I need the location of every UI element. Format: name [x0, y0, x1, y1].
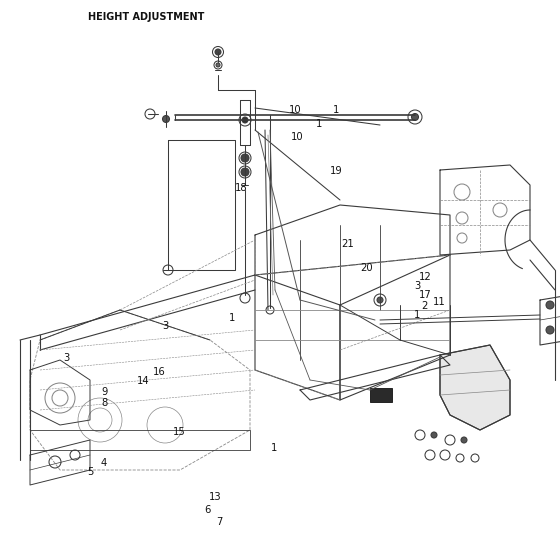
Text: 5: 5 [87, 466, 94, 477]
Circle shape [215, 49, 221, 55]
Circle shape [216, 63, 220, 67]
Circle shape [412, 114, 418, 120]
Text: HEIGHT ADJUSTMENT: HEIGHT ADJUSTMENT [88, 12, 204, 22]
Circle shape [241, 154, 249, 162]
Circle shape [431, 432, 437, 438]
Circle shape [546, 301, 554, 309]
Circle shape [162, 115, 170, 123]
Circle shape [546, 326, 554, 334]
Bar [370, 388, 392, 402]
Circle shape [377, 297, 383, 303]
Text: 3: 3 [63, 353, 69, 363]
Text: 11: 11 [433, 297, 446, 307]
Text: 1: 1 [333, 105, 339, 115]
Text: 3: 3 [414, 281, 421, 291]
Text: 10: 10 [290, 105, 302, 115]
Circle shape [461, 437, 467, 443]
Text: 20: 20 [361, 263, 373, 273]
Circle shape [242, 117, 248, 123]
Text: 19: 19 [330, 166, 342, 176]
Text: 1: 1 [316, 119, 323, 129]
Text: 14: 14 [137, 376, 149, 386]
Text: 1: 1 [271, 443, 278, 453]
Text: 4: 4 [100, 458, 107, 468]
Text: 10: 10 [291, 132, 303, 142]
Text: 18: 18 [235, 183, 247, 193]
Text: 16: 16 [153, 367, 166, 377]
Text: 1: 1 [229, 312, 236, 323]
Text: 9: 9 [101, 387, 108, 397]
Text: 3: 3 [162, 321, 169, 331]
Polygon shape [440, 345, 510, 430]
Text: 1: 1 [414, 310, 421, 320]
Text: 8: 8 [101, 398, 108, 408]
Circle shape [241, 168, 249, 176]
Text: 12: 12 [419, 272, 432, 282]
Text: 15: 15 [173, 427, 185, 437]
Text: 7: 7 [216, 517, 223, 528]
Text: 6: 6 [204, 505, 211, 515]
Text: 2: 2 [421, 301, 428, 311]
Text: 13: 13 [209, 492, 222, 502]
Text: 17: 17 [419, 290, 432, 300]
Text: 21: 21 [341, 239, 353, 249]
